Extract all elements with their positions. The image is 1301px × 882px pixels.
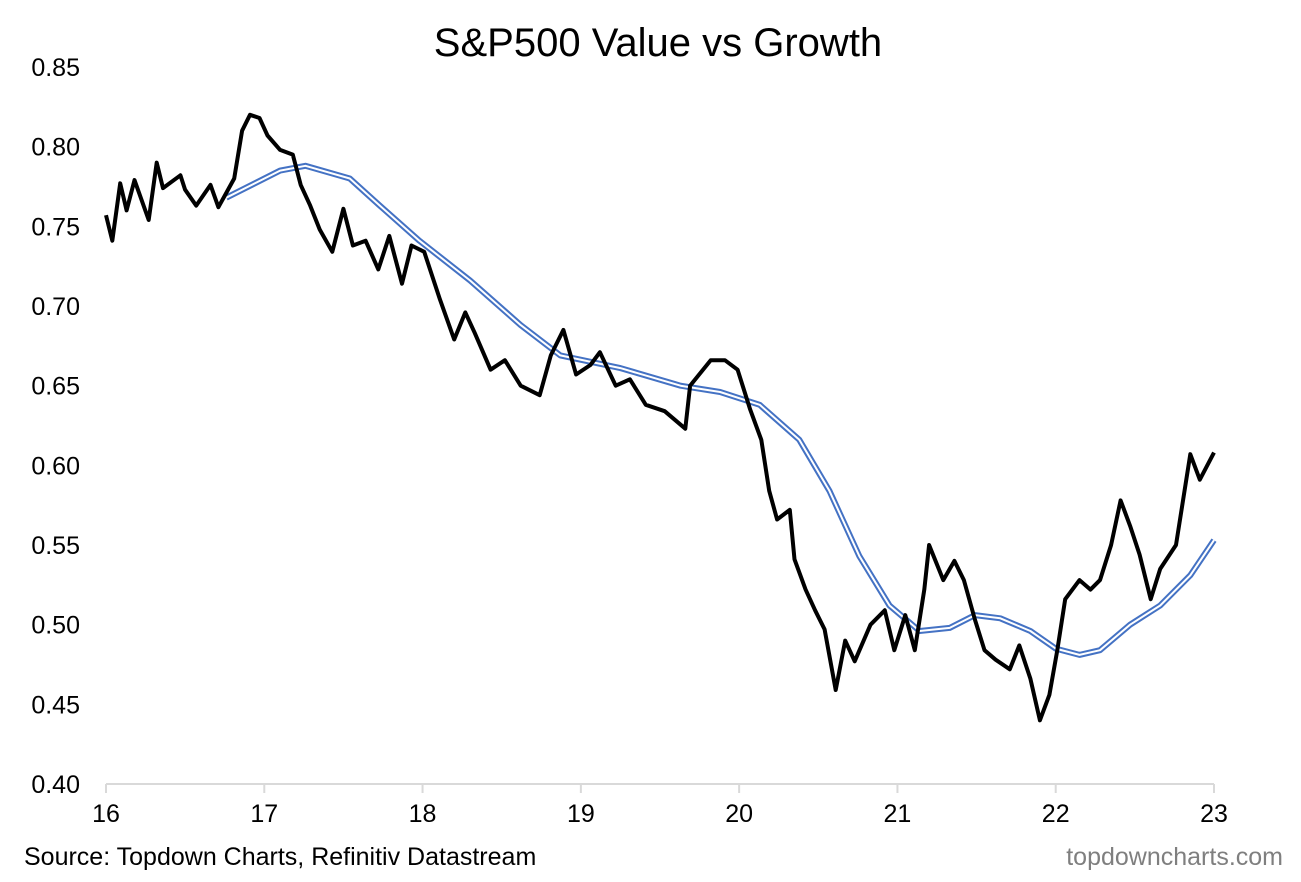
x-tick-label: 17: [250, 800, 278, 828]
y-tick-label: 0.55: [31, 532, 80, 560]
y-tick-label: 0.50: [31, 612, 80, 640]
x-axis: 16 17 18 19 20 21 22 23: [92, 783, 1228, 828]
source-note: Source: Topdown Charts, Refinitiv Datast…: [24, 843, 536, 871]
x-tick-label: 16: [92, 800, 120, 828]
y-tick-label: 0.40: [31, 771, 80, 799]
y-tick-label: 0.70: [31, 293, 80, 321]
y-tick-label: 0.75: [31, 213, 80, 241]
series-layer: [104, 112, 1217, 723]
y-tick-label: 0.60: [31, 452, 80, 480]
x-tick-label: 21: [884, 800, 912, 828]
y-axis: 0.40 0.45 0.50 0.55 0.60 0.65 0.70 0.75 0.80 0.85: [31, 54, 80, 799]
chart-title: S&P500 Value vs Growth: [434, 21, 882, 65]
brand-watermark: topdowncharts.com: [1066, 843, 1283, 871]
value-growth-ratio-line: [104, 112, 1216, 723]
moving-average-line-inner: [225, 164, 1215, 656]
y-tick-label: 0.65: [31, 373, 80, 401]
y-tick-label: 0.80: [31, 134, 80, 162]
x-tick-label: 22: [1042, 800, 1070, 828]
moving-average-line: [224, 162, 1217, 658]
x-tick-label: 19: [567, 800, 595, 828]
y-tick-label: 0.45: [31, 691, 80, 719]
x-tick-label: 20: [725, 800, 753, 828]
y-tick-label: 0.85: [31, 54, 80, 82]
x-tick-label: 23: [1200, 800, 1228, 828]
x-tick-label: 18: [409, 800, 437, 828]
